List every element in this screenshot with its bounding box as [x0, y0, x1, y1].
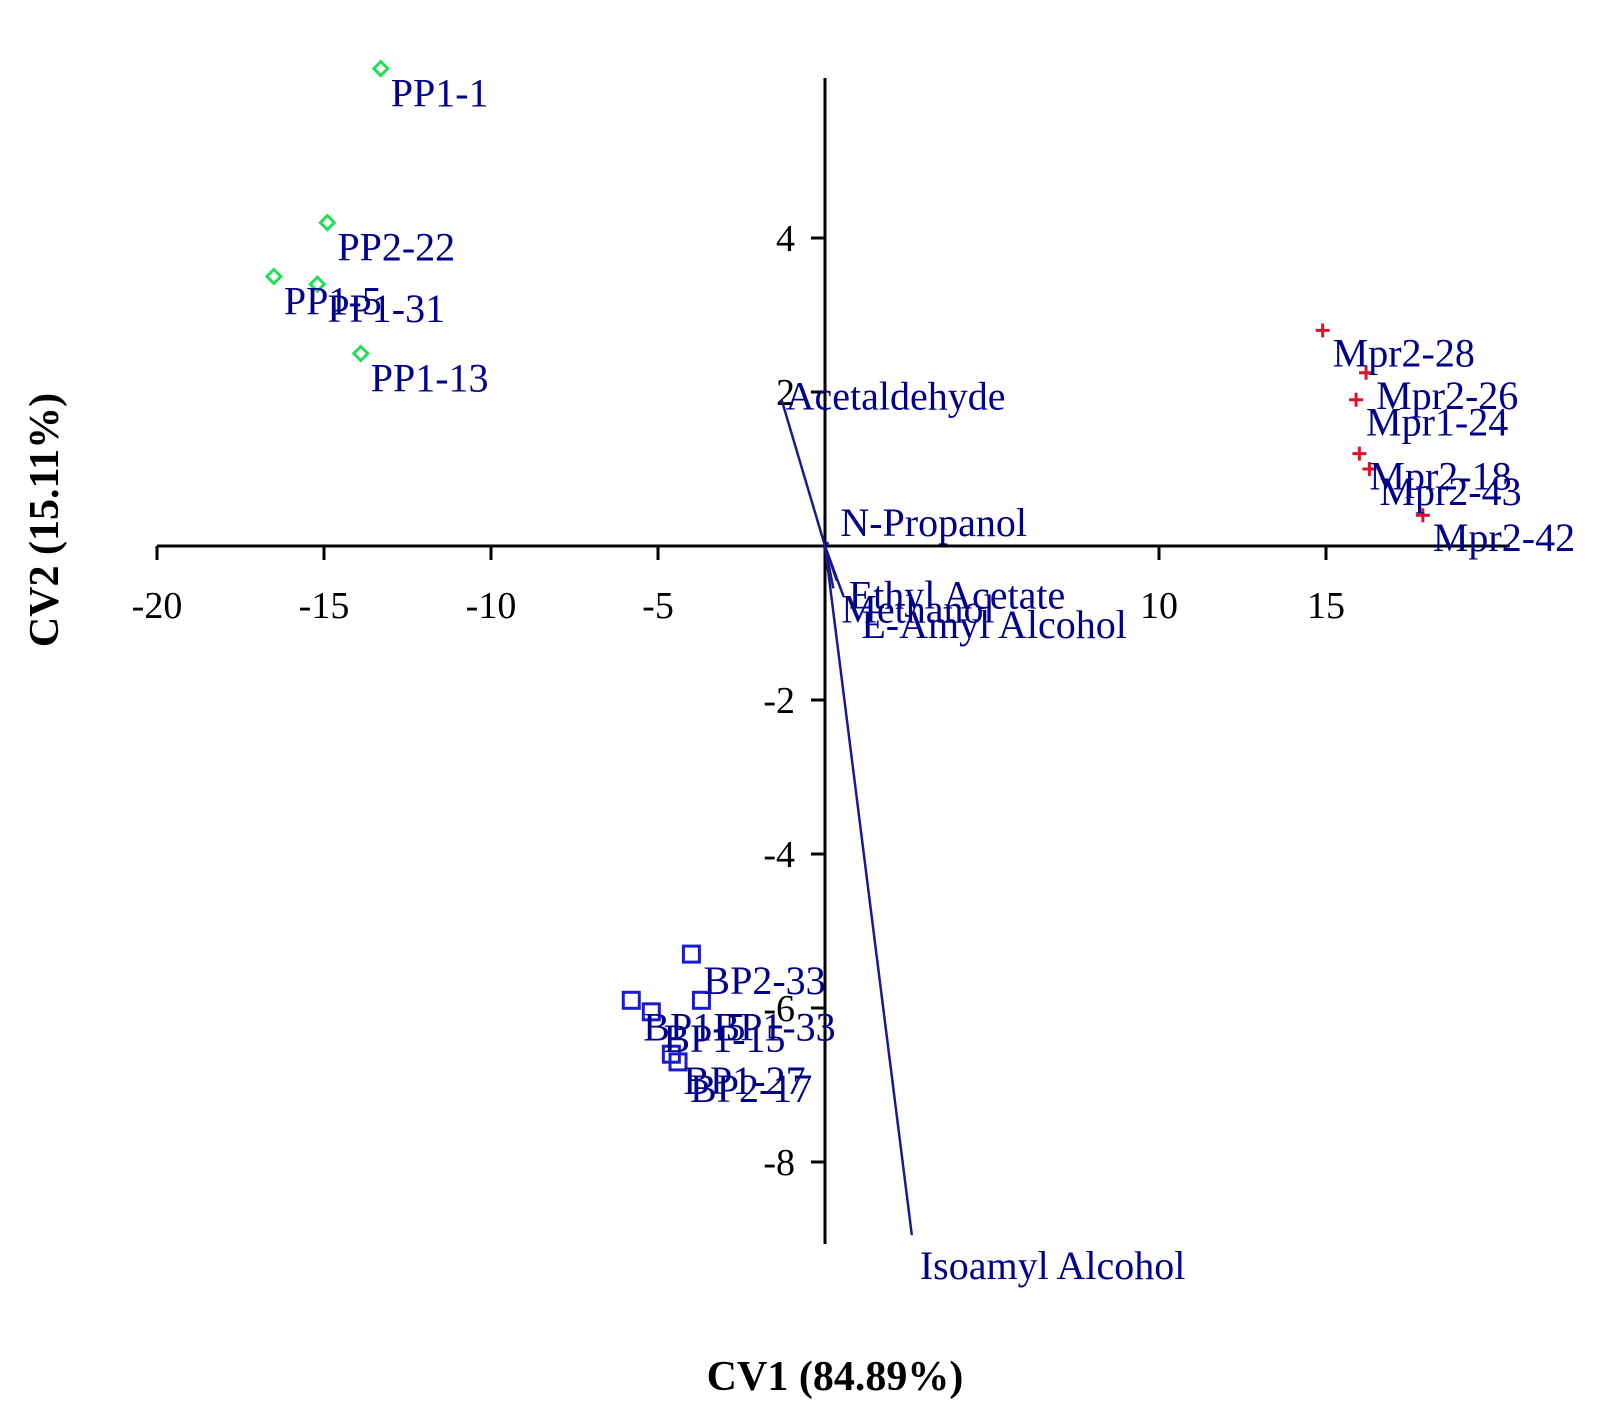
point-label: PP1-1: [391, 71, 489, 116]
x-tick-label: -10: [466, 585, 517, 627]
diamond-marker: [351, 344, 370, 363]
plus-marker: [1349, 392, 1364, 407]
variable-label: Isoamyl Alcohol: [920, 1243, 1186, 1288]
point-label: PP1-31: [327, 286, 445, 331]
diamond-marker: [371, 59, 390, 78]
plus-marker: [1359, 365, 1374, 380]
point-label: PP1-13: [371, 356, 489, 401]
plus-marker: [1362, 462, 1377, 476]
plus-marker: [1415, 508, 1430, 523]
point-label: PP2-22: [337, 225, 455, 270]
point-label: BP1-15: [663, 1016, 785, 1061]
variable-label: Methanol: [841, 586, 994, 631]
x-tick-label: -20: [132, 585, 183, 627]
y-tick-label: 2: [776, 372, 795, 414]
variable-vector: [780, 399, 827, 547]
variable-label: Acetaldehyde: [786, 374, 1006, 419]
y-tick-label: -8: [763, 1142, 795, 1184]
variable-label: E-Amyl Alcohol: [861, 602, 1127, 647]
point-label: BP1-33: [713, 1004, 835, 1049]
point-label: Mpr2-18: [1369, 454, 1511, 499]
variable-label: Ethyl Acetate: [849, 573, 1066, 618]
point-label: BP2-33: [703, 958, 825, 1003]
point-label: BP1-27: [683, 1058, 805, 1103]
point-label: Mpr1-24: [1366, 400, 1508, 445]
variable-label: N-Propanol: [840, 500, 1027, 545]
diamond-marker: [264, 267, 284, 286]
plus-marker: [1315, 323, 1330, 338]
x-tick-label: 10: [1140, 585, 1178, 627]
variable-vector: [823, 545, 914, 1236]
variable-vector: [824, 541, 830, 547]
square-marker: [668, 1052, 688, 1072]
y-tick-label: -4: [763, 834, 795, 876]
y-tick-label: 4: [776, 218, 795, 260]
x-tick-label: -15: [299, 585, 350, 627]
square-marker: [621, 990, 641, 1010]
diamond-marker: [318, 213, 337, 232]
x-ticks: -20 -15 -10 -5 10 15: [132, 546, 1345, 627]
axes: [157, 78, 1510, 1244]
x-tick-label: -5: [642, 585, 674, 627]
variable-vectors: [780, 399, 914, 1236]
point-label: Mpr2-26: [1376, 373, 1518, 418]
x-tick-label: 15: [1307, 585, 1345, 627]
point-label: Mpr2-42: [1433, 515, 1575, 560]
y-axis-title: CV2 (15.11%): [22, 393, 68, 647]
point-label: BP1-5: [643, 1004, 745, 1049]
x-axis-title: CV1 (84.89%): [707, 1354, 964, 1400]
square-marker: [681, 944, 701, 964]
point-label: PP1-5: [284, 279, 382, 324]
square-marker: [641, 1002, 661, 1022]
point-label: Mpr2-43: [1379, 469, 1521, 514]
y-tick-label: -2: [763, 680, 795, 722]
y-ticks: 4 2 -2 -4 -6 -8: [763, 218, 825, 1184]
diamond-marker: [308, 275, 327, 294]
point-label: BP2-17: [690, 1066, 812, 1111]
point-label: Mpr2-28: [1333, 330, 1475, 375]
point-labels: Acetaldehyde N-Propanol Ethyl AcetateMetha…: [284, 71, 1575, 1289]
variable-vector: [823, 545, 845, 597]
y-tick-label: -6: [763, 988, 795, 1030]
square-marker: [691, 990, 711, 1010]
observation-markers: [264, 59, 1430, 1072]
plus-marker: [1352, 446, 1367, 461]
